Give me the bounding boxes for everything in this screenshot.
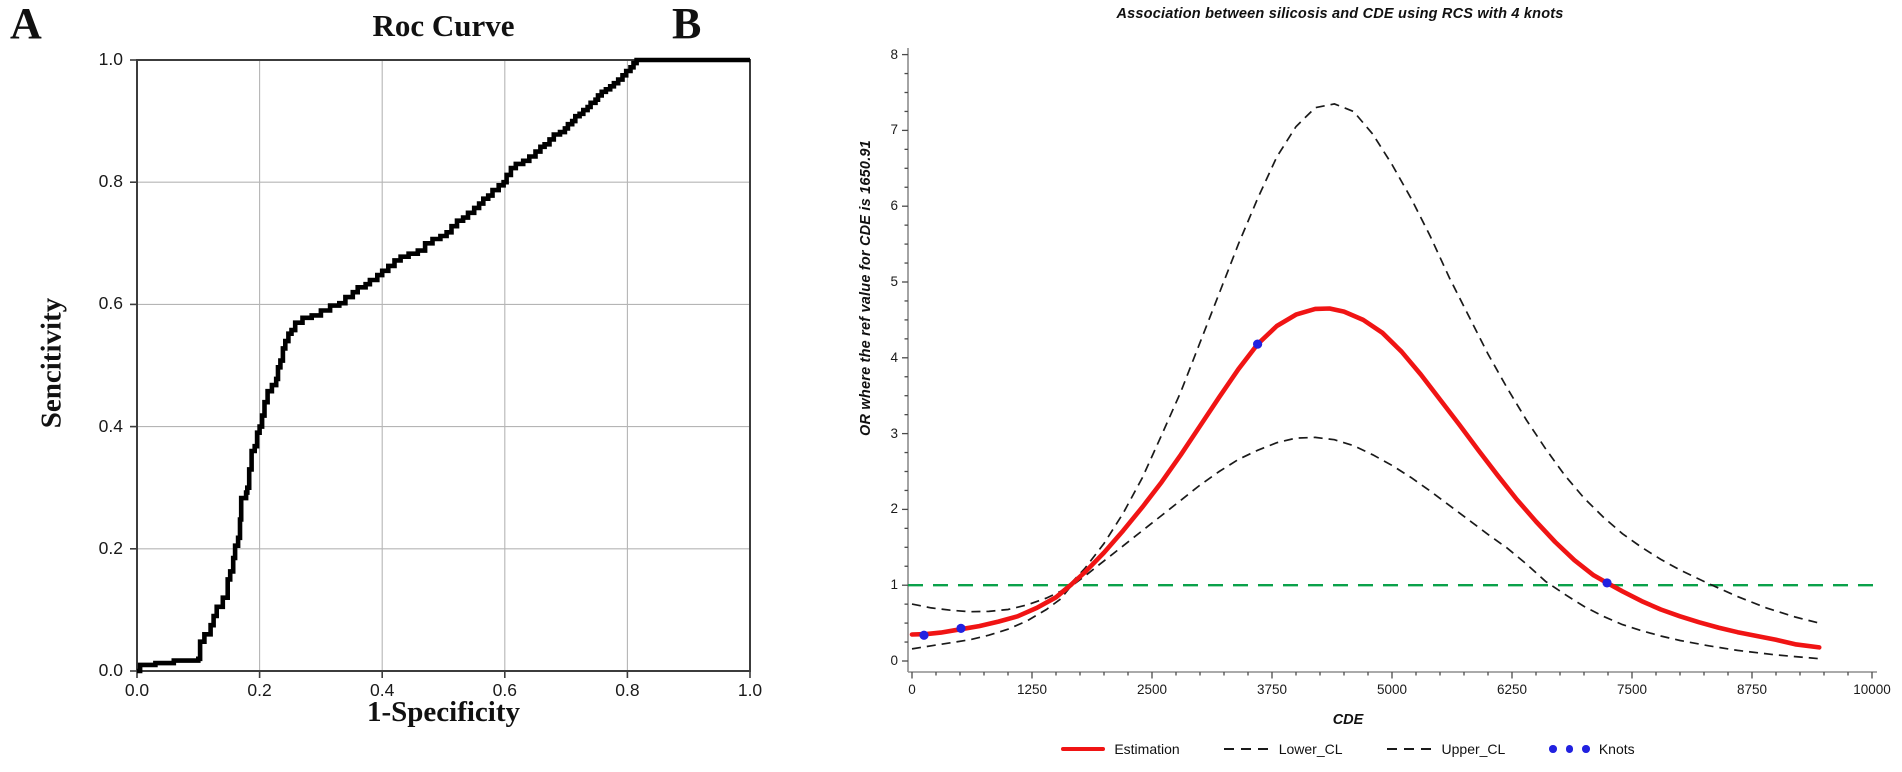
roc-x-axis-label: 1-Specificity	[366, 696, 520, 728]
rcs-knot-point	[956, 623, 966, 634]
legend-label: Knots	[1598, 741, 1635, 757]
panel-b-letter: B	[672, 0, 702, 48]
rcs-knot-point	[919, 630, 929, 640]
roc-y-axis-label: Sencitivity	[35, 297, 68, 429]
roc-plot-frame	[136, 59, 751, 672]
knots-dots-swatch-icon	[1549, 745, 1590, 753]
rcs-knot-point	[1602, 578, 1612, 588]
rcs-knot-point	[1253, 339, 1263, 349]
rcs-estimation-curve	[909, 306, 1822, 650]
legend-item-knots: Knots	[1549, 741, 1635, 757]
legend-label: Upper_CL	[1441, 741, 1506, 757]
upper-cl-dash-swatch-icon	[1386, 747, 1433, 751]
rcs-upper-cl-curve	[911, 103, 1820, 624]
legend-label: Estimation	[1114, 741, 1180, 757]
legend-item-upper-cl: Upper_CL	[1386, 741, 1506, 757]
rcs-y-axis-label: OR where the ref value for CDE is 1650.9…	[858, 140, 874, 436]
legend-item-estimation: Estimation	[1061, 741, 1180, 757]
rcs-lower-cl-curve	[911, 436, 1820, 660]
lower-cl-dash-swatch-icon	[1223, 747, 1270, 751]
rcs-chart-title: Association between silicosis and CDE us…	[1116, 6, 1564, 22]
roc-chart-title: Roc Curve	[372, 8, 515, 43]
estimation-line-swatch-icon	[1061, 746, 1106, 752]
legend-label: Lower_CL	[1278, 741, 1343, 757]
panel-a-letter: A	[10, 0, 42, 48]
legend-item-lower-cl: Lower_CL	[1223, 741, 1343, 757]
rcs-legend: Estimation Lower_CL Upper_CL Knots	[908, 741, 1788, 757]
roc-curve	[137, 57, 750, 674]
rcs-x-axis-label: CDE	[1332, 712, 1364, 728]
